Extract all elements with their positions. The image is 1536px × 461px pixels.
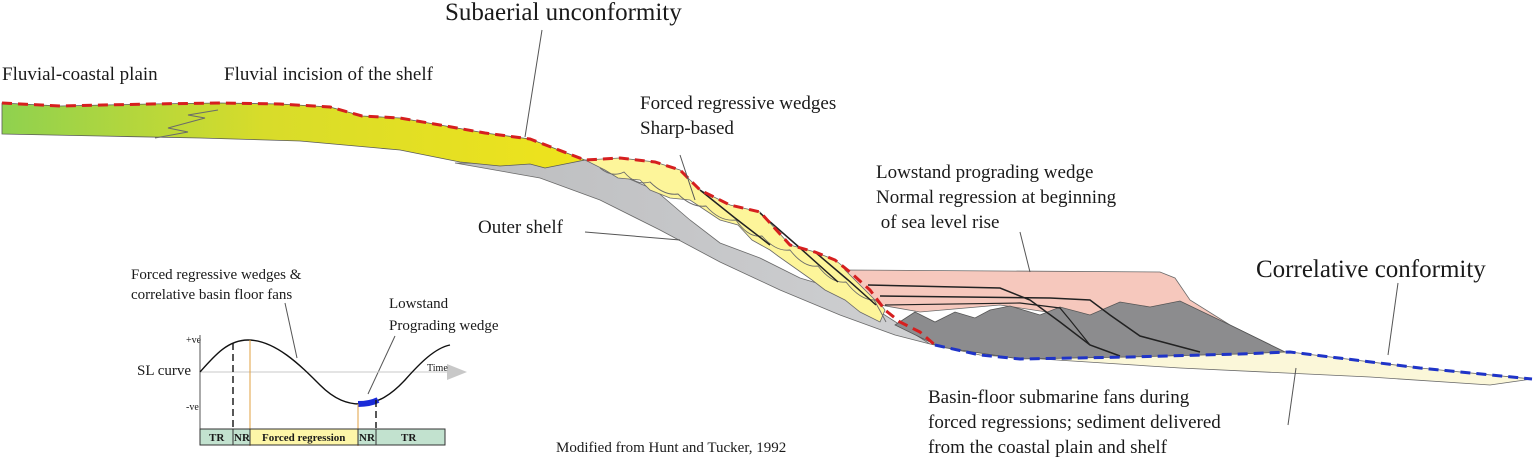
label-sharp-based: Sharp-based	[640, 118, 734, 139]
correlative-conformity-line	[934, 343, 1533, 381]
label-outer-shelf: Outer shelf	[478, 217, 564, 238]
inset-leader-frw	[284, 302, 298, 359]
label-lowstand-wedge-1: Lowstand prograding wedge	[876, 162, 1093, 183]
inset-label-frw-1: Forced regressive wedges &	[131, 267, 302, 283]
bar-label-forced-regression: Forced regression	[262, 432, 345, 444]
leader-lowstand-wedge	[1019, 231, 1031, 273]
bar-label-nr-left: NR	[234, 432, 251, 444]
inset-plus-ve: +ve	[186, 335, 202, 346]
label-subaerial-unconformity: Subaerial unconformity	[445, 0, 682, 26]
label-fluvial-incision: Fluvial incision of the shelf	[224, 64, 434, 85]
label-lowstand-wedge-3: of sea level rise	[876, 212, 999, 233]
bar-tr-right	[375, 428, 446, 446]
leader-forced-wedges	[679, 154, 696, 201]
inset-sl-curve-label: SL curve	[137, 363, 191, 379]
sea-level-inset: Forced regressive wedges & correlative b…	[131, 267, 499, 446]
label-basin-floor-3: from the coastal plain and shelf	[928, 437, 1168, 458]
inset-time-arrow-icon	[447, 364, 467, 380]
label-forced-regressive-wedges: Forced regressive wedges	[640, 93, 836, 114]
lowstand-clinoform-3	[884, 302, 1091, 346]
label-basin-floor-2: forced regressions; sediment delivered	[928, 412, 1221, 433]
inset-label-lowstand-2: Prograding wedge	[389, 318, 499, 334]
inset-time-label: Time	[427, 363, 448, 374]
inset-label-lowstand-1: Lowstand	[389, 296, 449, 312]
inset-sea-level-curve	[199, 339, 451, 405]
inset-lowstand-highlight	[357, 397, 380, 407]
leader-correlative	[1387, 282, 1399, 356]
leader-outer-shelf	[584, 231, 681, 241]
bar-label-tr-right: TR	[401, 432, 417, 444]
lowstand-clinoform-1	[867, 284, 1121, 357]
credit-text: Modified from Hunt and Tucker, 1992	[556, 440, 786, 456]
label-basin-floor-1: Basin-floor submarine fans during	[928, 387, 1190, 408]
label-fluvial-coastal-plain: Fluvial-coastal plain	[2, 64, 158, 85]
leader-basin-floor	[1287, 367, 1297, 426]
leader-subaerial	[524, 29, 543, 138]
bar-label-tr-left: TR	[209, 432, 225, 444]
label-correlative-conformity: Correlative conformity	[1256, 256, 1486, 283]
bar-label-nr-right: NR	[359, 432, 376, 444]
wedge-clinoform-1	[699, 189, 771, 246]
inset-minus-ve: -ve	[186, 402, 199, 413]
subaerial-unconformity-line	[1, 101, 936, 347]
wedge-clinoform-3	[814, 251, 877, 306]
label-lowstand-wedge-2: Normal regression at beginning	[876, 187, 1117, 208]
lowstand-clinoform-2	[879, 295, 1201, 353]
inset-leader-lowstand	[367, 335, 396, 395]
facies-interfinger	[154, 109, 219, 139]
inset-label-frw-2: correlative basin floor fans	[131, 287, 292, 303]
wedge-scalloped-base	[599, 167, 887, 323]
